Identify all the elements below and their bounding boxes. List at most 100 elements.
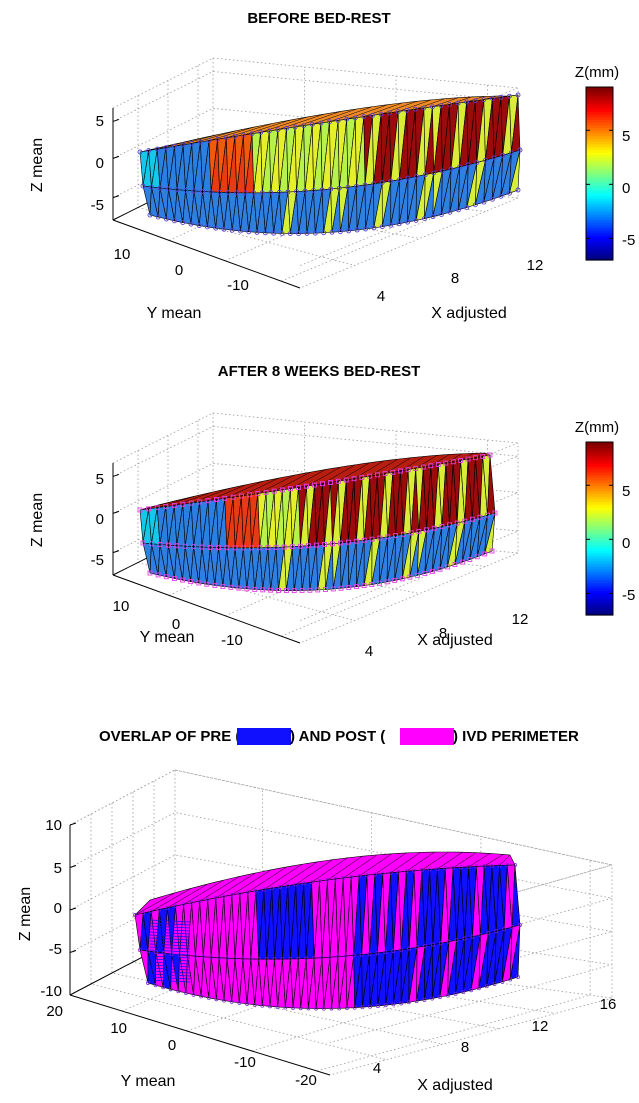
data-marker bbox=[423, 944, 427, 949]
data-marker bbox=[387, 110, 393, 116]
y-tick-label: -10 bbox=[227, 277, 249, 294]
data-marker bbox=[153, 983, 158, 988]
data-marker bbox=[513, 863, 517, 867]
data-marker bbox=[353, 584, 359, 590]
data-marker bbox=[155, 214, 161, 220]
data-marker bbox=[149, 909, 154, 914]
colorbar-step bbox=[586, 211, 613, 215]
data-marker bbox=[157, 185, 163, 191]
colorbar-step bbox=[586, 251, 613, 256]
data-marker bbox=[200, 189, 206, 194]
z-tick-label: 0 bbox=[96, 511, 104, 528]
data-marker bbox=[147, 212, 153, 218]
data-marker bbox=[482, 551, 488, 557]
x-tick-label: 16 bbox=[600, 996, 617, 1013]
data-marker bbox=[361, 583, 367, 589]
data-marker bbox=[237, 891, 242, 896]
y-tick-label: -10 bbox=[221, 632, 243, 649]
data-marker bbox=[485, 512, 490, 518]
data-marker bbox=[229, 999, 234, 1004]
mesh-edge bbox=[390, 852, 421, 873]
colorbar-step bbox=[586, 187, 613, 191]
data-marker bbox=[458, 457, 464, 463]
data-marker bbox=[247, 492, 253, 498]
colorbar-step bbox=[586, 119, 613, 123]
data-marker bbox=[458, 865, 463, 870]
mesh-edge bbox=[415, 455, 438, 469]
colorbar-step bbox=[586, 162, 613, 166]
data-marker bbox=[297, 543, 303, 549]
data-marker bbox=[452, 562, 458, 568]
colorbar-step bbox=[586, 189, 613, 194]
mesh-edge bbox=[468, 853, 490, 868]
data-marker bbox=[377, 535, 383, 541]
data-marker bbox=[384, 579, 390, 585]
data-marker bbox=[474, 160, 480, 166]
data-marker bbox=[408, 530, 414, 536]
data-marker bbox=[459, 559, 465, 565]
mesh-edge bbox=[199, 876, 240, 902]
data-marker bbox=[157, 907, 162, 912]
data-marker bbox=[330, 586, 336, 592]
colorbar-step bbox=[586, 151, 613, 156]
data-marker bbox=[221, 894, 226, 899]
data-marker bbox=[465, 162, 471, 168]
data-marker bbox=[345, 539, 351, 545]
data-marker bbox=[251, 190, 257, 196]
chart-overlap-svg: OVERLAP OF PRE ( ) AND POST ( ) IVD PERI… bbox=[17, 728, 617, 1094]
data-marker bbox=[448, 166, 454, 172]
data-marker bbox=[363, 226, 368, 232]
x-tick-label: 12 bbox=[512, 611, 529, 628]
data-marker bbox=[505, 863, 510, 868]
data-marker bbox=[180, 577, 186, 583]
data-marker bbox=[141, 911, 146, 916]
z-tick-label: 5 bbox=[96, 471, 104, 488]
z-tick-label: -5 bbox=[91, 197, 104, 214]
z-tick-mark bbox=[112, 550, 120, 554]
data-marker bbox=[217, 955, 222, 960]
data-marker bbox=[233, 956, 237, 961]
data-marker bbox=[415, 945, 420, 950]
data-marker bbox=[208, 189, 214, 195]
z-tick-mark bbox=[69, 950, 77, 953]
data-marker bbox=[216, 545, 222, 551]
colorbar-tick-label: -5 bbox=[622, 587, 635, 604]
hatch-line bbox=[149, 946, 191, 950]
chart-title: AFTER 8 WEEKS BED-REST bbox=[218, 363, 421, 380]
data-marker bbox=[399, 947, 404, 952]
data-marker bbox=[260, 1003, 265, 1008]
data-marker bbox=[252, 1002, 257, 1007]
data-marker bbox=[205, 498, 211, 504]
mesh-edge bbox=[437, 852, 463, 870]
data-marker bbox=[351, 476, 357, 482]
hatch-line bbox=[149, 922, 191, 926]
colorbar-step bbox=[586, 100, 613, 104]
mesh-edge bbox=[263, 864, 303, 890]
data-marker bbox=[500, 152, 506, 158]
colorbar-step bbox=[586, 227, 613, 231]
colorbar-step bbox=[586, 170, 613, 175]
colorbar-step bbox=[586, 525, 613, 530]
data-marker bbox=[398, 468, 403, 474]
data-marker bbox=[322, 542, 327, 547]
colorbar-step bbox=[586, 498, 613, 503]
data-marker bbox=[176, 989, 181, 994]
data-marker bbox=[273, 544, 279, 550]
data-marker bbox=[494, 929, 499, 934]
data-marker bbox=[238, 493, 244, 499]
grid-line bbox=[299, 197, 519, 289]
data-marker bbox=[269, 886, 274, 891]
data-marker bbox=[197, 499, 203, 505]
data-marker bbox=[196, 580, 202, 586]
colorbar-step bbox=[586, 195, 613, 199]
colorbar-step bbox=[586, 447, 613, 451]
colorbar-step bbox=[586, 97, 613, 102]
data-marker bbox=[391, 1002, 396, 1007]
colorbar-step bbox=[586, 531, 613, 535]
data-marker bbox=[260, 587, 266, 593]
data-marker bbox=[484, 984, 489, 989]
data-marker bbox=[383, 1003, 388, 1008]
data-marker bbox=[302, 188, 308, 194]
data-marker bbox=[253, 888, 258, 893]
data-marker bbox=[469, 988, 474, 993]
